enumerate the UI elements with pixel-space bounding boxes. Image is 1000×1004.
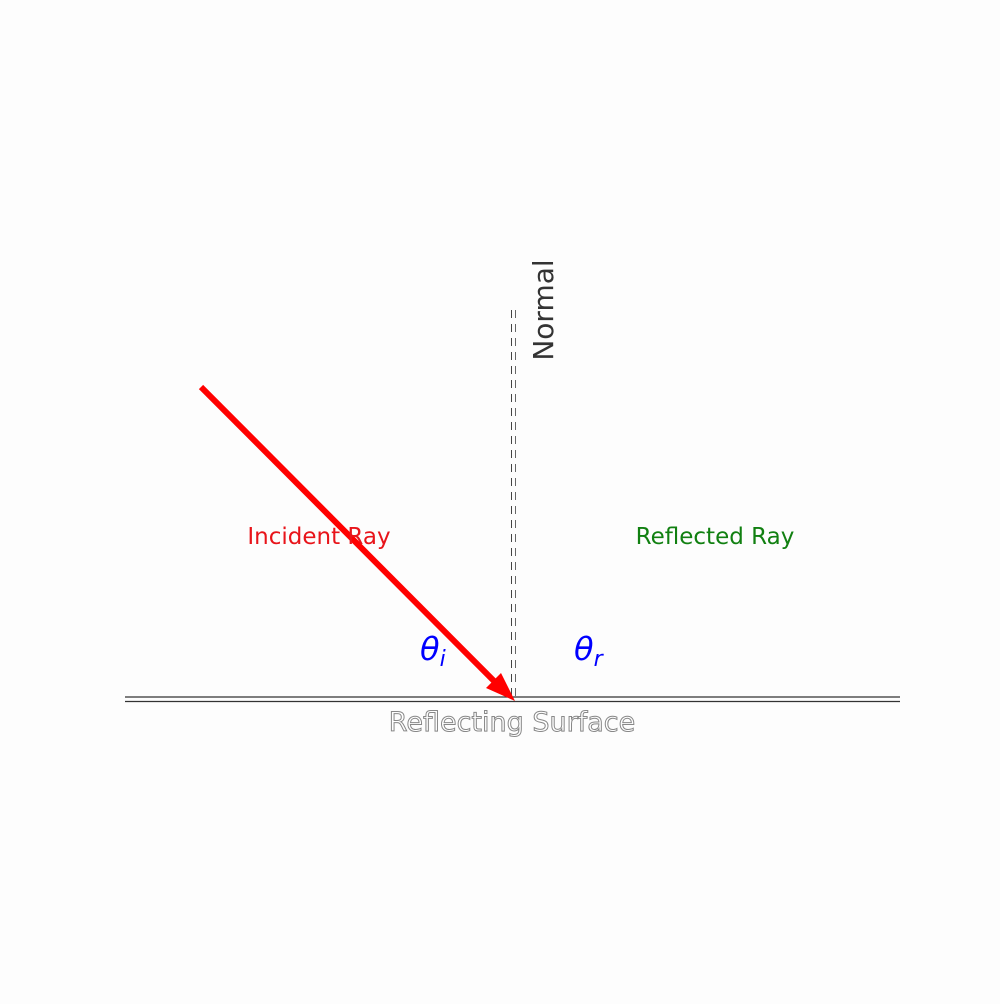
angle-of-reflection-label: θr (574, 630, 605, 672)
angle-of-incidence-label: θi (420, 630, 446, 672)
incident-ray-label: Incident Ray (247, 524, 390, 550)
theta-symbol-r: θ (574, 630, 594, 668)
normal-label: Normal (527, 259, 560, 360)
theta-symbol-i: θ (420, 630, 440, 668)
reflecting-surface-label: Reflecting Surface (389, 707, 635, 738)
reflected-ray-label: Reflected Ray (636, 524, 795, 550)
theta-r-subscript: r (594, 647, 605, 672)
incident-ray-arrow (198, 384, 515, 701)
theta-i-subscript: i (440, 647, 446, 672)
normal-line (511, 310, 516, 697)
